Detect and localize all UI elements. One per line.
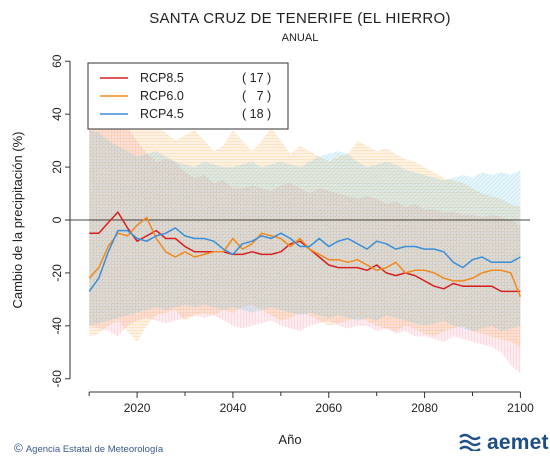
copyright-icon: © (14, 441, 23, 455)
y-tick-label: 40 (50, 107, 64, 121)
y-tick-label: -60 (50, 370, 64, 388)
y-tick-label: 20 (50, 160, 64, 174)
y-tick-label: 0 (50, 216, 64, 223)
chart-subtitle: ANUAL (281, 32, 319, 44)
x-tick-label: 2020 (124, 401, 151, 415)
legend-label: RCP4.5 (140, 107, 184, 121)
series-line-rcp45 (88, 227, 521, 292)
legend-label: RCP6.0 (140, 89, 184, 103)
x-axis-title: Año (278, 432, 301, 447)
chart-title: SANTA CRUZ DE TENERIFE (EL HIERRO) (149, 10, 451, 27)
x-tick-label: 2040 (220, 401, 247, 415)
y-tick-label: 60 (50, 54, 64, 68)
legend-count: ( 17 ) (242, 71, 271, 85)
aemet-logo-text: aemet (487, 431, 549, 454)
legend-count: ( 18 ) (242, 107, 271, 121)
legend-label: RCP8.5 (140, 71, 184, 85)
y-axis-title: Cambio de la precipitación (%) (10, 131, 25, 308)
aemet-logo-icon (459, 433, 481, 451)
y-tick-label: -20 (50, 264, 64, 282)
x-tick-label: 2100 (507, 401, 534, 415)
x-tick-label: 2060 (315, 401, 342, 415)
y-tick-label: -40 (50, 317, 64, 335)
aemet-logo: aemet (458, 431, 549, 455)
x-tick-label: 2080 (411, 401, 438, 415)
band-rcp45 (89, 130, 521, 332)
legend-count: ( 7 ) (242, 89, 271, 103)
agency-credit: © Agencia Estatal de Meteorología (14, 441, 163, 455)
series-line-rcp60 (88, 216, 522, 297)
agency-credit-text: Agencia Estatal de Meteorología (25, 444, 164, 455)
